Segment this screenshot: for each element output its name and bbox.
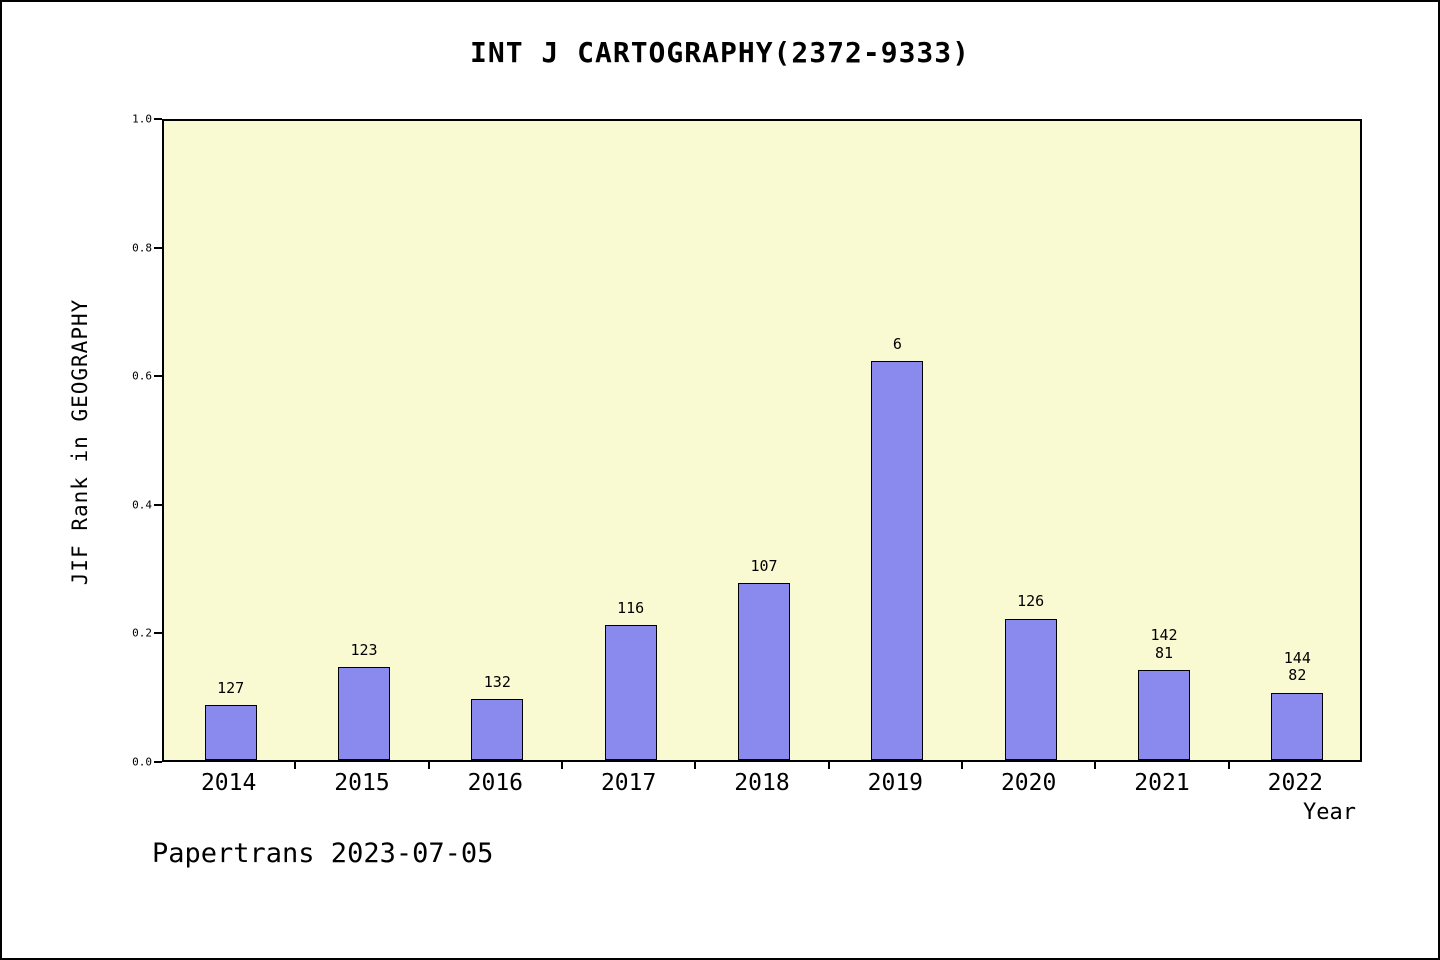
plot-area: 127 123 132 116 107 6 126 142 81 144 82 — [162, 119, 1362, 762]
watermark-text: Papertrans 2023-07-05 — [152, 838, 494, 869]
bar-value-label: 142 81 — [1150, 626, 1178, 662]
x-tick-mark — [694, 762, 697, 769]
y-tick-mark — [154, 503, 162, 506]
bar-2016 — [471, 698, 524, 760]
bar-value-label: 132 — [483, 672, 511, 691]
x-tick-mark — [1094, 762, 1097, 769]
y-tick-mark — [154, 246, 162, 249]
x-tick-label: 2022 — [1267, 770, 1324, 796]
x-tick-label: 2016 — [467, 770, 524, 796]
bar-2022 — [1271, 692, 1324, 760]
bar-value-label: 127 — [217, 679, 245, 698]
x-tick-label: 2019 — [867, 770, 924, 796]
y-tick-label: 0.2 — [132, 626, 152, 640]
bar-value-label: 126 — [1017, 592, 1045, 611]
x-tick-mark — [294, 762, 297, 769]
bar-2020 — [1004, 618, 1057, 760]
y-tick-label: 0.8 — [132, 241, 152, 255]
chart-title: INT J CARTOGRAPHY(2372-9333) — [469, 36, 970, 69]
bar-2014 — [204, 705, 257, 760]
y-tick-mark — [154, 761, 162, 763]
y-tick-mark — [154, 632, 162, 635]
y-tick-label: 0.6 — [132, 369, 152, 383]
x-tick-mark — [961, 762, 963, 769]
bar-value-label: 107 — [750, 556, 778, 575]
y-tick-mark — [154, 118, 162, 120]
x-tick-mark — [561, 762, 563, 769]
bar-value-label: 123 — [350, 640, 378, 659]
y-tick-label: 0.0 — [132, 755, 152, 769]
x-tick-label: 2018 — [734, 770, 790, 796]
bar-2015 — [338, 666, 390, 760]
bar-value-label: 144 82 — [1283, 649, 1311, 685]
bar-2017 — [604, 624, 657, 760]
x-tick-label: 2015 — [334, 770, 390, 796]
x-tick-label: 2021 — [1134, 770, 1190, 796]
x-tick-mark — [427, 762, 430, 769]
bar-value-label: 6 — [892, 335, 902, 354]
x-tick-label: 2014 — [200, 770, 257, 796]
bar-2018 — [738, 583, 790, 760]
x-tick-mark — [827, 762, 830, 769]
bar-2019 — [871, 361, 924, 760]
x-tick-label: 2017 — [600, 770, 657, 796]
x-tick-mark — [1227, 762, 1230, 769]
y-axis-label: JIF Rank in GEOGRAPHY — [68, 298, 92, 586]
bar-2021 — [1138, 669, 1190, 760]
bar-value-label: 116 — [617, 598, 645, 617]
y-tick-mark — [154, 375, 162, 378]
y-tick-label: 0.4 — [132, 498, 152, 512]
y-tick-label: 1.0 — [132, 112, 152, 126]
x-axis-label: Year — [1303, 800, 1356, 825]
x-tick-label: 2020 — [1000, 770, 1057, 796]
